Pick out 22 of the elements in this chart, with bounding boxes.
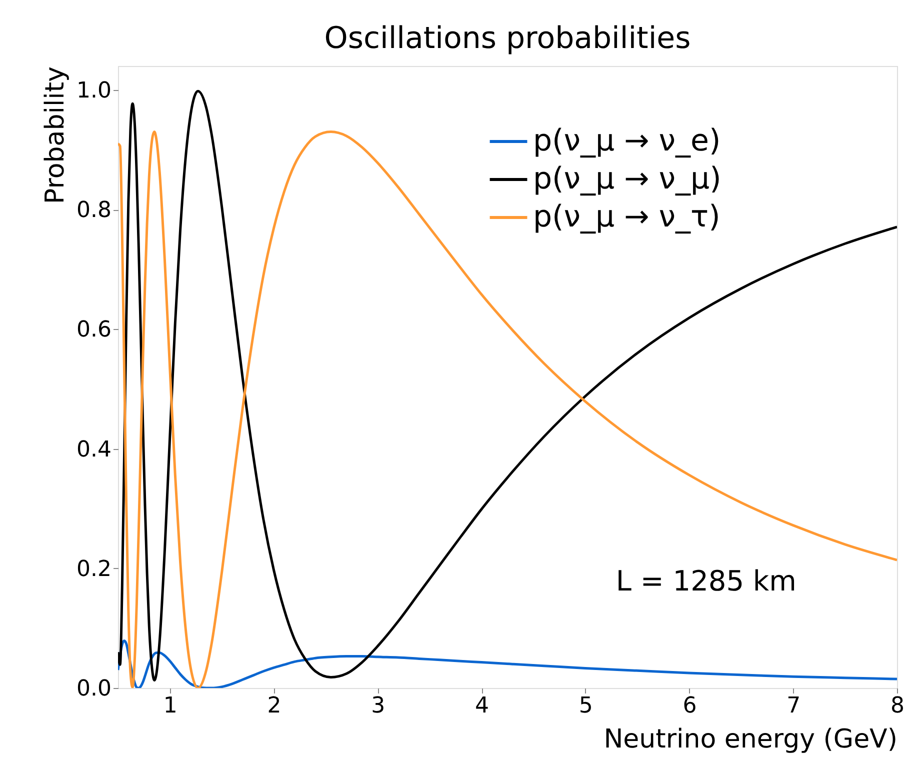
- line-series: [118, 640, 897, 688]
- x-tick-label: 4: [475, 694, 490, 718]
- x-tick-label: 7: [786, 694, 801, 718]
- y-tick-label: 0.0: [76, 676, 112, 702]
- legend-label: p(ν_μ → ν_μ): [533, 162, 722, 196]
- legend-label: p(ν_μ → ν_τ): [533, 200, 720, 234]
- y-tick-label: 0.4: [76, 437, 112, 462]
- x-tick-label: 2: [267, 694, 282, 718]
- y-tick-label: 0.2: [76, 556, 112, 582]
- x-tick-label: 1: [163, 694, 178, 718]
- annotation: L = 1285 km: [616, 564, 796, 598]
- y-tick-label: 0.8: [76, 198, 112, 224]
- x-tick-label: 3: [371, 694, 386, 718]
- y-axis-title: Probability: [40, 66, 71, 204]
- x-axis-title: Neutrino energy (GeV): [604, 724, 898, 754]
- x-tick-label: 5: [578, 694, 593, 718]
- x-tick-label: 8: [890, 694, 904, 718]
- legend-label: p(ν_μ → ν_e): [533, 124, 721, 158]
- y-tick-label: 1.0: [76, 78, 112, 104]
- x-tick-label: 6: [682, 694, 697, 718]
- y-tick-label: 0.6: [76, 318, 112, 343]
- chart-title: Oscillations probabilities: [324, 21, 691, 56]
